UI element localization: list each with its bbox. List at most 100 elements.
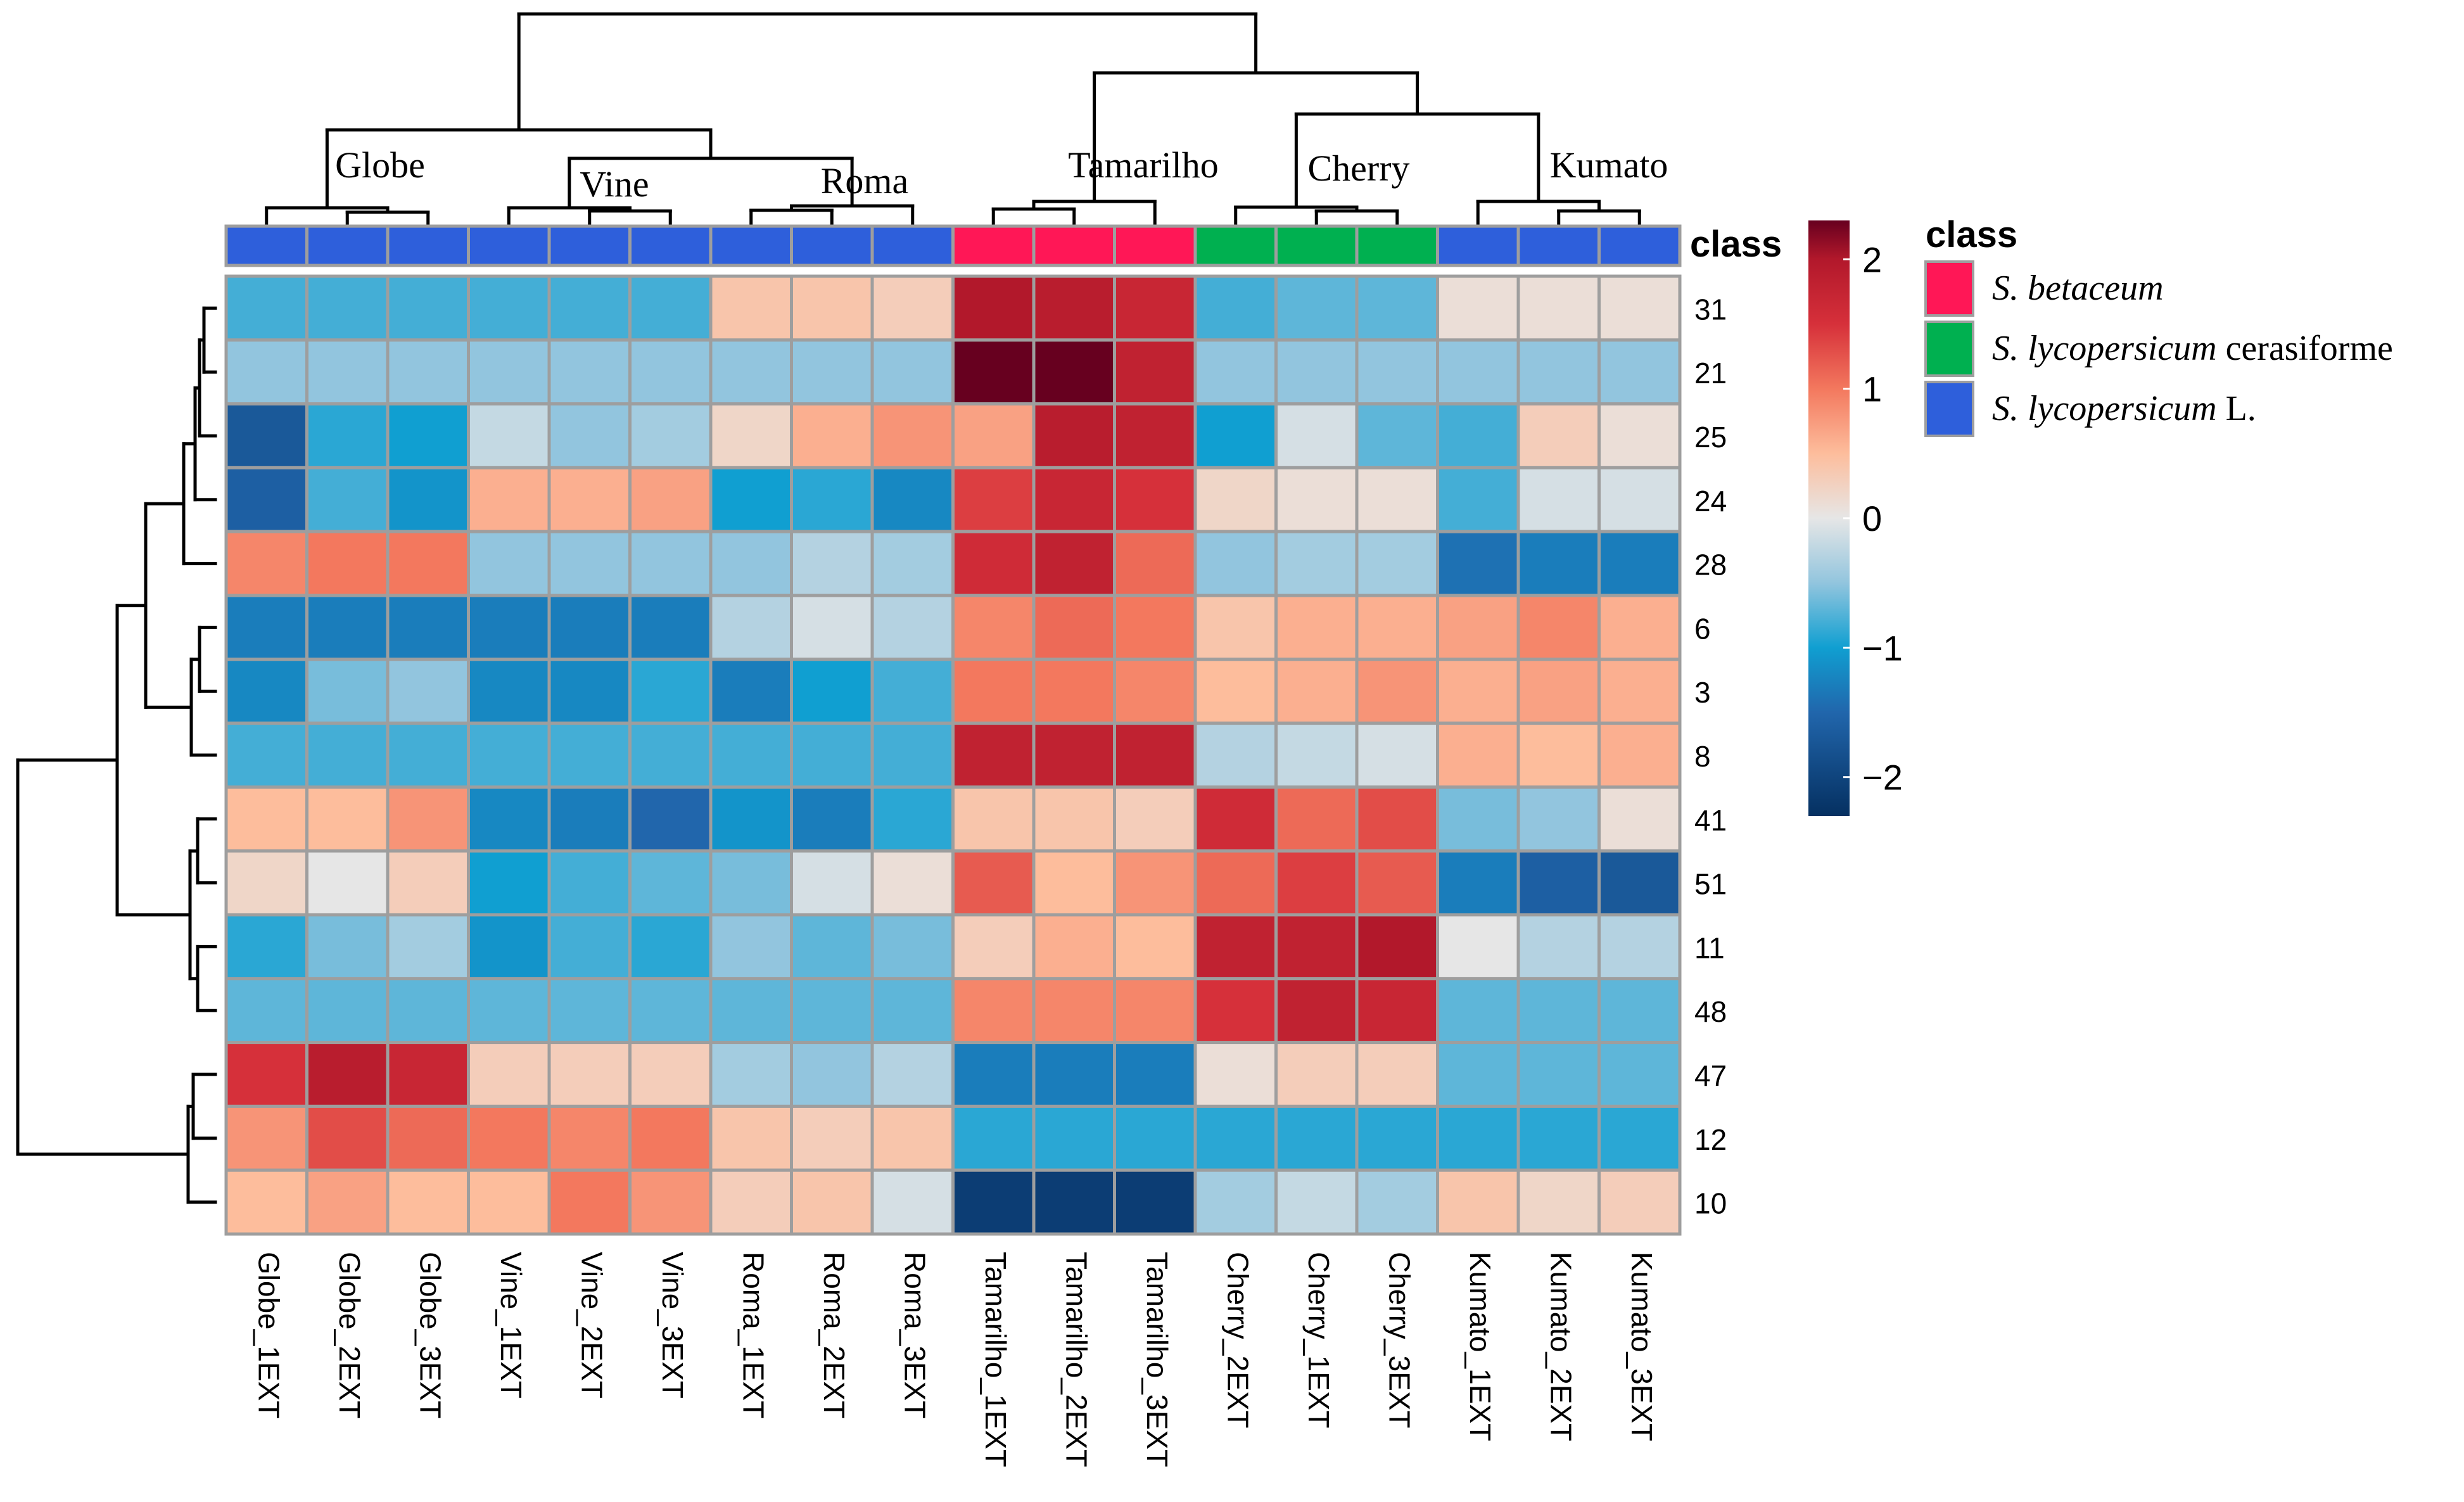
heatmap-cell [1113, 338, 1197, 406]
row-label: 6 [1694, 612, 1711, 645]
heatmap-cell [547, 1041, 632, 1108]
heatmap-cell [870, 530, 955, 597]
row-label: 47 [1694, 1059, 1727, 1092]
heatmap-cell [1032, 1168, 1116, 1236]
heatmap-cell [224, 530, 308, 597]
heatmap-cell [628, 466, 713, 533]
group-label-tamarilho: Tamarilho [1068, 144, 1219, 186]
heatmap-cell [547, 402, 632, 469]
heatmap-cell [224, 1168, 308, 1236]
class-cell [1516, 224, 1601, 267]
class-cell [1193, 224, 1278, 267]
heatmap-cell [1032, 274, 1116, 342]
heatmap-cell [709, 1104, 793, 1172]
heatmap-cell [790, 1104, 874, 1172]
heatmap-cell [467, 530, 551, 597]
class-cell [1436, 224, 1520, 267]
heatmap-cell [790, 530, 874, 597]
column-label: Globe_2EXT [333, 1252, 366, 1418]
heatmap-cell [1355, 785, 1439, 853]
heatmap-cell [1113, 849, 1197, 917]
class-legend: class S. betaceum S. lycopersicum cerasif… [1924, 214, 2393, 437]
heatmap-cell [1355, 274, 1439, 342]
heatmap-cell [1516, 274, 1601, 342]
heatmap-cell [951, 722, 1036, 789]
heatmap-cell [386, 1041, 470, 1108]
heatmap-cell [1193, 338, 1278, 406]
heatmap-cell [1436, 466, 1520, 533]
heatmap-cell [305, 1168, 390, 1236]
heatmap-cell [305, 594, 390, 661]
heatmap-cell [790, 913, 874, 981]
heatmap-cell [1436, 722, 1520, 789]
heatmap-cell [709, 785, 793, 853]
row-label: 28 [1694, 549, 1727, 582]
heatmap-cell [709, 849, 793, 917]
column-dendrogram [265, 12, 1641, 225]
color-scale-tick-label: 0 [1862, 499, 1882, 538]
class-cell [1274, 224, 1359, 267]
heatmap-cell [1355, 1104, 1439, 1172]
heatmap-cell [305, 977, 390, 1045]
heatmap-cell [305, 785, 390, 853]
heatmap-cell [1436, 785, 1520, 853]
heatmap-cell [1274, 402, 1359, 469]
heatmap-cell [1274, 913, 1359, 981]
heatmap-cell [870, 1041, 955, 1108]
heatmap-cell [1597, 402, 1682, 469]
heatmap-cell [628, 1104, 713, 1172]
heatmap-cell [709, 274, 793, 342]
heatmap-cell [1193, 1104, 1278, 1172]
heatmap-cell [709, 338, 793, 406]
heatmap-cell [870, 913, 955, 981]
color-scale-tick-label: −1 [1862, 628, 1903, 668]
group-label-globe: Globe [335, 144, 425, 186]
heatmap-cell [1597, 274, 1682, 342]
heatmap-cell [1113, 402, 1197, 469]
group-label-cherry: Cherry [1307, 148, 1409, 189]
column-label: Cherry_2EXT [1222, 1252, 1255, 1429]
heatmap-cell [547, 274, 632, 342]
heatmap-cell [1516, 466, 1601, 533]
heatmap-cell [709, 722, 793, 789]
heatmap-cell [790, 1041, 874, 1108]
heatmap-cell [1355, 849, 1439, 917]
heatmap-cell [467, 1041, 551, 1108]
class-cell [1597, 224, 1682, 267]
heatmap-cell [1597, 658, 1682, 725]
heatmap-cell [224, 1041, 308, 1108]
heatmap-cell [386, 977, 470, 1045]
heatmap-cell [467, 466, 551, 533]
heatmap-cell [1516, 785, 1601, 853]
heatmap-cell [224, 977, 308, 1045]
heatmap-cell [1274, 594, 1359, 661]
heatmap-cell [1032, 1104, 1116, 1172]
heatmap-cell [1355, 658, 1439, 725]
heatmap-cell [386, 1168, 470, 1236]
heatmap-cell [870, 977, 955, 1045]
heatmap-cell [467, 785, 551, 853]
heatmap-cell [1113, 1104, 1197, 1172]
heatmap-cell [547, 1168, 632, 1236]
heatmap-cell [1436, 1104, 1520, 1172]
row-label: 48 [1694, 995, 1727, 1028]
heatmap-cell [305, 1041, 390, 1108]
heatmap-cell [1032, 722, 1116, 789]
heatmap-cell [386, 594, 470, 661]
heatmap-cell [1516, 913, 1601, 981]
heatmap-cell [709, 913, 793, 981]
heatmap-cell [951, 977, 1036, 1045]
heatmap-cell [951, 466, 1036, 533]
heatmap-cell [790, 785, 874, 853]
heatmap-cell [870, 1104, 955, 1172]
heatmap-cell [1113, 530, 1197, 597]
heatmap-cell [224, 658, 308, 725]
heatmap-cell [1274, 1041, 1359, 1108]
heatmap-cell [386, 913, 470, 981]
column-label: Roma_1EXT [737, 1252, 770, 1418]
heatmap-cell [386, 530, 470, 597]
heatmap-cell [467, 402, 551, 469]
heatmap-cell [709, 658, 793, 725]
heatmap-cell [305, 402, 390, 469]
